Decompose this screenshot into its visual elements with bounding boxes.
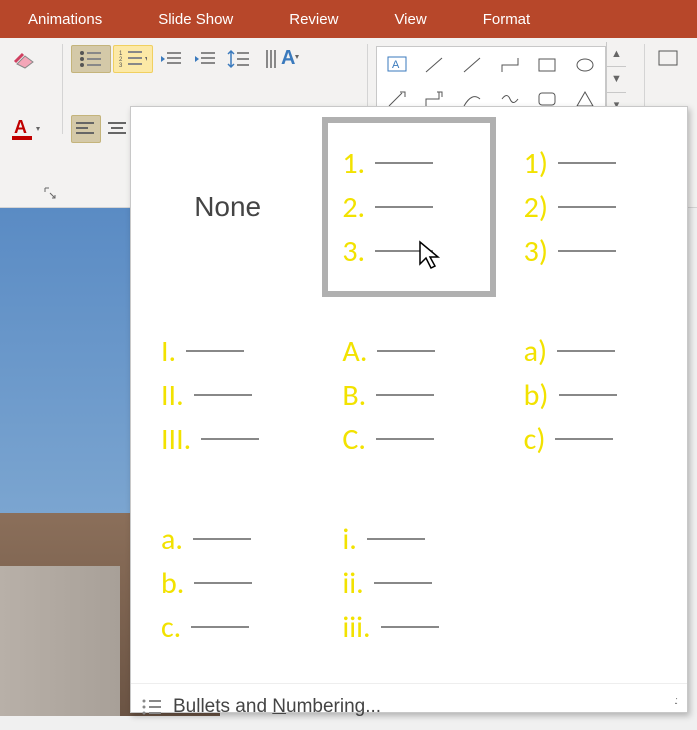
font-color-icon: A bbox=[10, 117, 40, 141]
numbering-list-icon bbox=[141, 698, 163, 716]
numbering-option-none[interactable]: None bbox=[141, 117, 314, 297]
align-center-icon bbox=[107, 120, 129, 138]
numbering-option-upper-alpha-dot[interactable]: A. B. C. bbox=[322, 305, 495, 485]
tab-animations[interactable]: Animations bbox=[0, 0, 130, 38]
resize-grip-icon[interactable]: .: bbox=[674, 699, 684, 709]
font-color-button[interactable]: A bbox=[6, 115, 44, 143]
svg-text:3: 3 bbox=[119, 63, 123, 69]
shape-line-icon[interactable] bbox=[417, 49, 453, 81]
shape-textbox-icon[interactable]: A bbox=[379, 49, 415, 81]
increase-indent-button[interactable] bbox=[189, 45, 221, 73]
bullets-button[interactable] bbox=[71, 45, 111, 73]
shape-elbow-icon[interactable] bbox=[492, 49, 528, 81]
numbering-option-123-paren[interactable]: 1) 2) 3) bbox=[504, 117, 677, 297]
svg-text:A: A bbox=[281, 47, 295, 69]
shapes-scroll-down[interactable]: ▼ bbox=[607, 67, 626, 92]
ribbon-tabs: Animations Slide Show Review View Format bbox=[0, 0, 697, 38]
text-direction-button[interactable]: A bbox=[259, 45, 303, 73]
align-left-icon bbox=[75, 120, 97, 138]
bullets-and-numbering-menu-item[interactable]: Bullets and Numbering... bbox=[131, 683, 687, 730]
separator bbox=[62, 44, 63, 134]
line-spacing-button[interactable] bbox=[223, 45, 257, 73]
numbering-option-123-dot[interactable]: 1. 2. 3. bbox=[322, 117, 495, 297]
numbering-option-roman-lower[interactable]: i. ii. iii. bbox=[322, 493, 495, 673]
numbering-icon: 123 bbox=[119, 49, 147, 69]
numbering-option-lower-alpha-dot[interactable]: a. b. c. bbox=[141, 493, 314, 673]
tab-slide-show[interactable]: Slide Show bbox=[130, 0, 261, 38]
numbering-grid: None 1. 2. 3. 1) 2) 3) I. II. III. A. B.… bbox=[131, 107, 687, 683]
clear-formatting-button[interactable] bbox=[6, 45, 44, 73]
tab-review[interactable]: Review bbox=[261, 0, 366, 38]
bullets-icon bbox=[78, 49, 104, 69]
shapes-scroll-up[interactable]: ▲ bbox=[607, 42, 626, 67]
align-left-button[interactable] bbox=[71, 115, 101, 143]
bullets-and-numbering-label: Bullets and Numbering... bbox=[173, 696, 381, 718]
numbering-option-blank bbox=[504, 493, 677, 673]
tab-view[interactable]: View bbox=[366, 0, 454, 38]
eraser-icon bbox=[11, 48, 39, 70]
shape-rect-icon[interactable] bbox=[530, 49, 566, 81]
shape-oval-icon[interactable] bbox=[567, 49, 603, 81]
numbering-option-lower-alpha-paren[interactable]: a) b) c) bbox=[504, 305, 677, 485]
align-center-button[interactable] bbox=[103, 115, 133, 143]
svg-text:A: A bbox=[14, 117, 27, 137]
tab-format[interactable]: Format bbox=[455, 0, 559, 38]
increase-indent-icon bbox=[193, 49, 217, 69]
numbering-button[interactable]: 123 bbox=[113, 45, 153, 73]
none-label: None bbox=[194, 191, 261, 223]
text-direction-icon: A bbox=[263, 46, 299, 72]
svg-text:A: A bbox=[392, 59, 400, 71]
dialog-launcher-icon[interactable] bbox=[44, 187, 60, 203]
decrease-indent-icon bbox=[159, 49, 183, 69]
decrease-indent-button[interactable] bbox=[155, 45, 187, 73]
line-spacing-icon bbox=[227, 48, 253, 70]
numbering-dropdown: None 1. 2. 3. 1) 2) 3) I. II. III. A. B.… bbox=[130, 106, 688, 713]
numbering-option-roman-upper[interactable]: I. II. III. bbox=[141, 305, 314, 485]
shape-fill-button[interactable] bbox=[653, 44, 683, 74]
shape-line2-icon[interactable] bbox=[454, 49, 490, 81]
